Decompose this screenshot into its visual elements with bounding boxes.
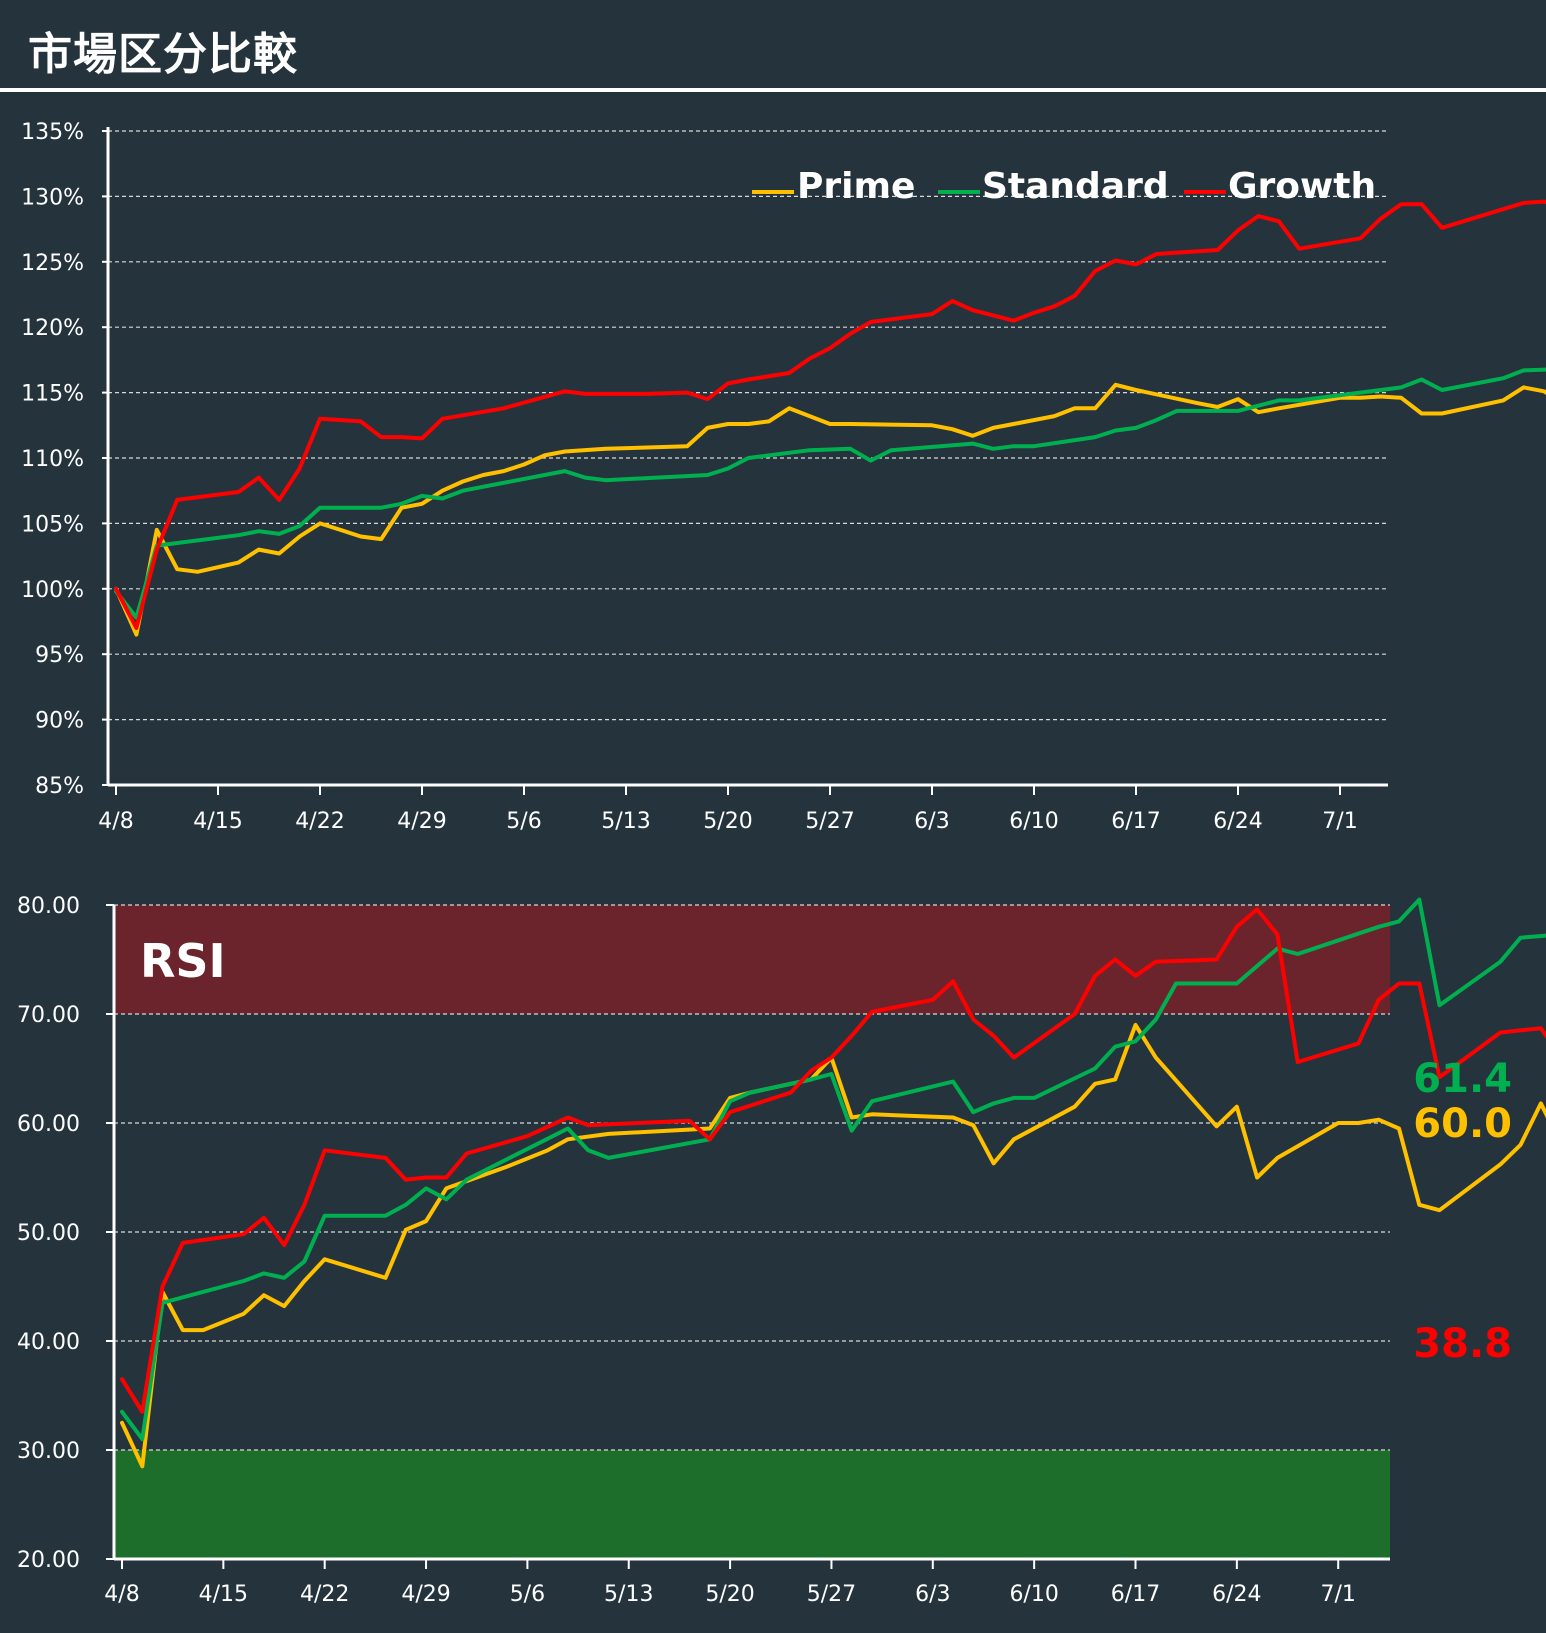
x-tick-label: 5/13 xyxy=(601,809,650,834)
y-tick-label: 70.00 xyxy=(17,1003,80,1028)
x-tick-label: 5/27 xyxy=(807,1582,856,1607)
x-tick-label: 7/1 xyxy=(1320,1582,1355,1607)
y-tick-label: 80.00 xyxy=(17,894,80,919)
x-tick-label: 5/27 xyxy=(805,809,854,834)
x-tick-label: 4/29 xyxy=(401,1582,450,1607)
series-line-growth xyxy=(114,199,1546,630)
rsi-title: RSI xyxy=(140,934,226,988)
series-line-standard xyxy=(114,367,1546,620)
x-tick-label: 4/15 xyxy=(199,1582,248,1607)
y-tick-label: 30.00 xyxy=(17,1439,80,1464)
last-value-standard: 61.4 xyxy=(1413,1056,1512,1102)
y-tick-label: 85% xyxy=(35,774,84,799)
y-tick-label: 130% xyxy=(21,185,84,210)
x-tick-label: 6/3 xyxy=(914,809,949,834)
y-tick-label: 95% xyxy=(35,643,84,668)
x-tick-label: 6/10 xyxy=(1009,809,1058,834)
y-tick-label: 110% xyxy=(21,447,84,472)
y-tick-label: 60.00 xyxy=(17,1112,80,1137)
x-tick-label: 5/13 xyxy=(604,1582,653,1607)
legend-label-prime: Prime xyxy=(797,166,915,207)
x-tick-label: 5/20 xyxy=(705,1582,754,1607)
x-tick-label: 4/22 xyxy=(295,809,344,834)
x-tick-label: 6/3 xyxy=(915,1582,950,1607)
y-tick-label: 125% xyxy=(21,251,84,276)
last-value-growth: 38.8 xyxy=(1413,1321,1512,1367)
band-oversold xyxy=(114,1450,1390,1559)
rsi-line-prime xyxy=(120,1022,1546,1469)
x-tick-label: 4/29 xyxy=(397,809,446,834)
y-tick-label: 115% xyxy=(21,382,84,407)
x-tick-label: 5/6 xyxy=(506,809,541,834)
x-tick-label: 7/1 xyxy=(1322,809,1357,834)
x-tick-label: 6/10 xyxy=(1009,1582,1058,1607)
x-tick-label: 5/20 xyxy=(703,809,752,834)
y-tick-label: 40.00 xyxy=(17,1330,80,1355)
rsi-line-standard xyxy=(120,897,1546,1442)
y-tick-label: 135% xyxy=(21,120,84,145)
x-tick-label: 6/17 xyxy=(1111,1582,1160,1607)
x-tick-label: 4/15 xyxy=(193,809,242,834)
price-comparison-chart: 135% 130% 125% 120% 115% 110% 105% 100% 95% 90% 85… xyxy=(21,120,1546,834)
x-tick-label: 4/8 xyxy=(104,1582,139,1607)
y-tick-label: 105% xyxy=(21,512,84,537)
x-tick-label: 6/24 xyxy=(1213,809,1262,834)
y-tick-label: 100% xyxy=(21,578,84,603)
x-tick-label: 4/22 xyxy=(300,1582,349,1607)
title-bar: 市場区分比較 xyxy=(0,0,1546,92)
x-tick-label: 6/24 xyxy=(1212,1582,1261,1607)
y-tick-label: 120% xyxy=(21,316,84,341)
page-title: 市場区分比較 xyxy=(28,29,298,80)
legend-label-standard: Standard xyxy=(982,166,1169,207)
x-tick-label: 5/6 xyxy=(510,1582,545,1607)
y-tick-label: 50.00 xyxy=(17,1221,80,1246)
x-tick-label: 4/8 xyxy=(98,809,133,834)
y-tick-label: 90% xyxy=(35,709,84,734)
last-value-prime: 60.0 xyxy=(1413,1101,1512,1147)
x-tick-label: 6/17 xyxy=(1111,809,1160,834)
rsi-line-growth xyxy=(120,907,1546,1414)
y-tick-label: 20.00 xyxy=(17,1548,80,1573)
series-line-prime xyxy=(114,382,1546,637)
legend-label-growth: Growth xyxy=(1228,166,1376,207)
